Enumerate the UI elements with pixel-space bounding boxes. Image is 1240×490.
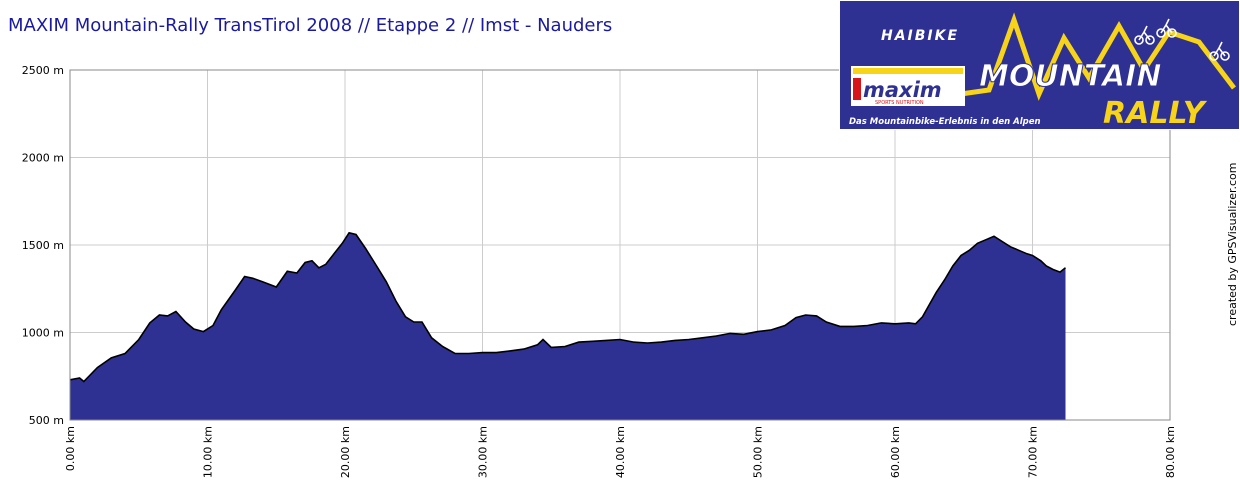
cyclists-icon [1134,18,1230,61]
mountain-rally-banner: HAIBIKE maxim SPORTS NUTRITION MOUNTAIN … [838,0,1240,131]
brand-haibike: HAIBIKE [881,28,959,44]
x-tick-label: 50.00 km [752,426,765,478]
chart-title: MAXIM Mountain-Rally TransTirol 2008 // … [8,15,613,36]
y-tick-label: 1000 m [22,327,64,340]
x-tick-label: 20.00 km [339,426,352,478]
elevation-area [70,232,1066,420]
banner-word-mountain: MOUNTAIN [979,59,1161,94]
x-tick-label: 70.00 km [1027,426,1040,478]
x-tick-label: 40.00 km [614,426,627,478]
banner-word-rally: RALLY [1103,96,1208,130]
credit-text: created by GPSVisualizer.com [1226,162,1239,326]
x-tick-label: 80.00 km [1164,426,1177,478]
x-tick-label: 10.00 km [202,426,215,478]
x-tick-label: 0.00 km [64,426,77,471]
x-axis-labels: 0.00 km 10.00 km 20.00 km 30.00 km 40.00 km 5… [64,426,1177,478]
y-tick-label: 500 m [29,414,64,427]
x-tick-label: 30.00 km [477,426,490,478]
y-tick-label: 2000 m [22,152,64,165]
brand-maxim-sub: SPORTS NUTRITION [875,100,924,106]
maxim-logo-mark [853,78,861,100]
y-axis-labels: 500 m 1000 m 1500 m 2000 m 2500 m [22,64,64,427]
brand-maxim: maxim [863,78,942,102]
y-tick-label: 1500 m [22,239,64,252]
x-tick-label: 60.00 km [889,426,902,478]
banner-tagline: Das Mountainbike-Erlebnis in den Alpen [849,117,1041,127]
plot-frame [69,69,1171,421]
y-tick-label: 2500 m [22,64,64,77]
elevation-line [69,231,1066,383]
maxim-logo-stripe [853,68,963,74]
